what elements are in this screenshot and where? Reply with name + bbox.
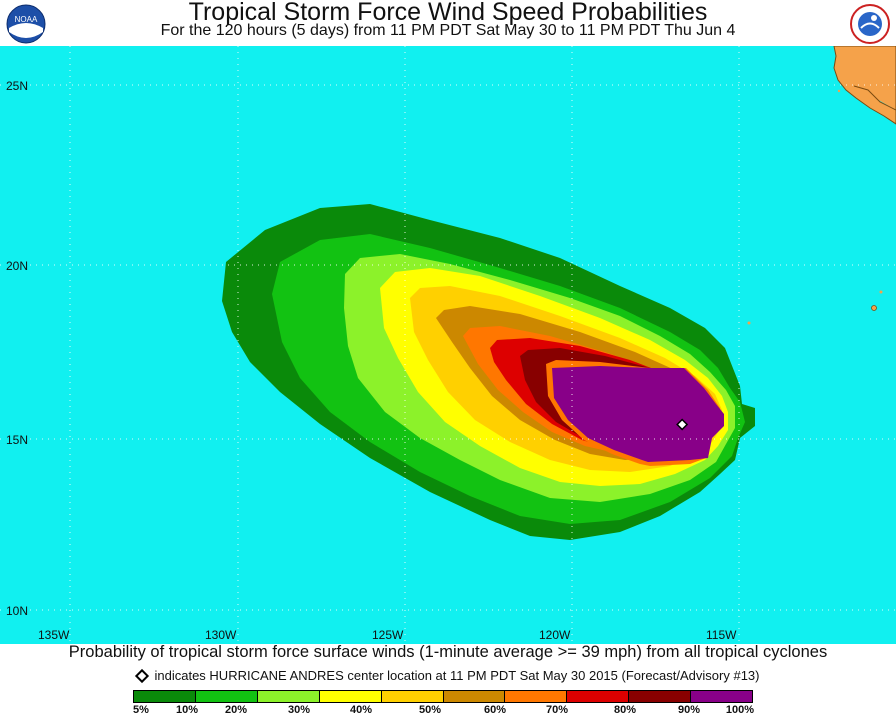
legend-label: 80%	[613, 704, 637, 716]
legend-swatch	[691, 690, 754, 703]
probability-map	[0, 46, 896, 644]
noaa-logo-text: NOAA	[15, 15, 38, 24]
lon-label-115w: 115W	[706, 628, 737, 642]
lat-label-10n: 10N	[6, 604, 29, 618]
lat-label-15n: 15N	[6, 433, 29, 447]
marker-note-text: indicates HURRICANE ANDRES center locati…	[154, 668, 760, 683]
noaa-logo: NOAA	[6, 4, 46, 44]
marker-note: indicates HURRICANE ANDRES center locati…	[0, 668, 896, 683]
island	[837, 89, 841, 93]
storm-center-marker	[676, 418, 689, 431]
lon-label-130w: 130W	[205, 628, 237, 642]
island	[879, 290, 883, 294]
legend-swatch	[505, 690, 568, 703]
lon-label-120w: 120W	[539, 628, 571, 642]
legend-label: 60%	[483, 704, 507, 716]
legend-label: 90%	[677, 704, 701, 716]
legend-label: 50%	[418, 704, 442, 716]
island	[871, 305, 877, 311]
map-caption: Probability of tropical storm force surf…	[68, 643, 828, 661]
legend-label: 40%	[349, 704, 373, 716]
lon-label-135w: 135W	[38, 628, 70, 642]
lon-label-125w: 125W	[372, 628, 404, 642]
storm-center-key-icon	[134, 668, 149, 683]
legend-swatch	[567, 690, 630, 703]
legend-swatch	[381, 690, 444, 703]
legend-swatch	[195, 690, 258, 703]
graticule	[0, 46, 896, 644]
island	[747, 321, 751, 325]
legend-label: 30%	[287, 704, 311, 716]
legend-label: 20%	[224, 704, 248, 716]
legend-swatch	[257, 690, 320, 703]
header: NOAA Tropical Storm Force Wind Speed Pro…	[0, 0, 896, 46]
legend-label: 100%	[725, 704, 755, 716]
contour-100	[552, 366, 724, 462]
nws-logo	[850, 4, 890, 44]
legend-labels: 5% 10% 20% 30% 40% 50% 60% 70% 80% 90% 1…	[0, 704, 896, 716]
legend-swatch	[319, 690, 382, 703]
legend-label: 5%	[133, 704, 149, 716]
page-title: Tropical Storm Force Wind Speed Probabil…	[188, 0, 708, 26]
legend-label: 70%	[545, 704, 569, 716]
legend-swatch	[133, 690, 196, 703]
legend-label: 10%	[175, 704, 199, 716]
legend-swatch	[629, 690, 692, 703]
probability-legend	[133, 690, 754, 703]
lat-label-20n: 20N	[6, 259, 29, 273]
legend-swatch	[443, 690, 506, 703]
lat-label-25n: 25N	[6, 79, 29, 93]
page-subtitle: For the 120 hours (5 days) from 11 PM PD…	[160, 22, 736, 39]
